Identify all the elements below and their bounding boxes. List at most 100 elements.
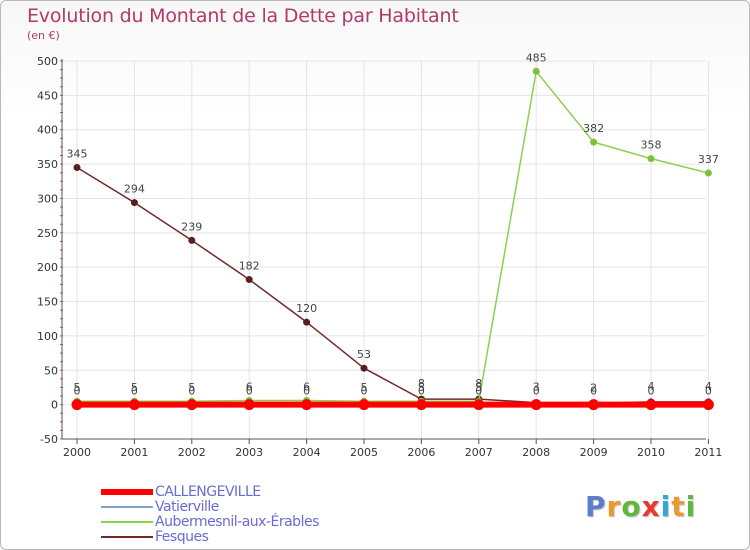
data-point bbox=[303, 318, 311, 326]
y-tick-label: 150 bbox=[37, 296, 58, 309]
data-point bbox=[415, 399, 427, 411]
logo-letter: r bbox=[606, 490, 622, 523]
x-tick-label: 2002 bbox=[178, 446, 206, 459]
proxiti-logo: Proxiti bbox=[585, 490, 696, 523]
data-label: 0 bbox=[246, 385, 253, 398]
data-point bbox=[243, 399, 255, 411]
data-point bbox=[645, 399, 657, 411]
x-tick-label: 2003 bbox=[235, 446, 263, 459]
logo-letter: o bbox=[621, 490, 642, 523]
data-label: 8 bbox=[475, 377, 482, 390]
data-point bbox=[473, 399, 485, 411]
data-label: 120 bbox=[296, 302, 317, 315]
data-label: 6 bbox=[303, 381, 310, 394]
data-label: 294 bbox=[124, 183, 145, 196]
data-point bbox=[704, 169, 712, 177]
data-point bbox=[590, 138, 598, 146]
x-tick-label: 2001 bbox=[120, 446, 148, 459]
data-label: 0 bbox=[361, 385, 368, 398]
y-tick-label: 100 bbox=[37, 330, 58, 343]
logo-letter: P bbox=[585, 490, 607, 523]
y-tick-label: 400 bbox=[37, 124, 58, 137]
x-tick-label: 2008 bbox=[522, 446, 550, 459]
x-tick-label: 2004 bbox=[293, 446, 321, 459]
data-label: 0 bbox=[188, 385, 195, 398]
legend-swatch bbox=[101, 489, 153, 495]
data-label: 8 bbox=[418, 377, 425, 390]
series-line bbox=[77, 70, 709, 402]
y-tick-label: 450 bbox=[37, 89, 58, 102]
data-point bbox=[532, 67, 540, 75]
logo-letter: i bbox=[660, 490, 672, 523]
data-label: 0 bbox=[533, 385, 540, 398]
x-tick-label: 2000 bbox=[63, 446, 91, 459]
series-line bbox=[76, 166, 709, 405]
data-label: 3 bbox=[533, 381, 540, 394]
legend-swatch bbox=[101, 506, 153, 508]
data-label: 0 bbox=[590, 385, 597, 398]
data-point bbox=[73, 164, 81, 172]
data-label: 6 bbox=[246, 381, 253, 394]
legend-label: Vatierville bbox=[155, 499, 219, 515]
data-point bbox=[360, 364, 368, 372]
data-label: 0 bbox=[131, 385, 138, 398]
data-point bbox=[245, 276, 253, 284]
data-label: 0 bbox=[303, 385, 310, 398]
y-tick-label: 0 bbox=[51, 399, 58, 412]
data-point bbox=[647, 155, 655, 163]
x-tick-label: 2009 bbox=[580, 446, 608, 459]
data-point bbox=[358, 399, 370, 411]
data-label: 4 bbox=[648, 380, 655, 393]
x-tick-label: 2010 bbox=[637, 446, 665, 459]
data-label: 5 bbox=[74, 381, 81, 394]
y-tick-label: 250 bbox=[37, 227, 58, 240]
data-label: 5 bbox=[418, 381, 425, 394]
data-label: 5 bbox=[188, 381, 195, 394]
data-label: 5 bbox=[361, 381, 368, 394]
data-label: 4 bbox=[705, 380, 712, 393]
data-point bbox=[588, 399, 600, 411]
logo-letter: t bbox=[671, 490, 686, 523]
y-tick-label: 500 bbox=[37, 55, 58, 68]
x-tick-label: 2007 bbox=[465, 446, 493, 459]
data-point bbox=[188, 236, 196, 244]
chart-title: Evolution du Montant de la Dette par Hab… bbox=[27, 5, 459, 27]
data-point bbox=[130, 199, 138, 207]
logo-letter: x bbox=[641, 490, 661, 523]
data-point bbox=[530, 399, 542, 411]
data-label: 0 bbox=[74, 385, 81, 398]
data-label: 5 bbox=[475, 381, 482, 394]
data-label: 358 bbox=[641, 139, 662, 152]
data-label: 0 bbox=[418, 385, 425, 398]
data-label: 2 bbox=[590, 381, 597, 394]
legend-label: Fesques bbox=[155, 529, 209, 545]
data-point bbox=[186, 399, 198, 411]
legend-swatch bbox=[101, 521, 153, 523]
y-tick-label: 300 bbox=[37, 192, 58, 205]
data-label: 0 bbox=[705, 385, 712, 398]
data-label: 239 bbox=[181, 220, 202, 233]
legend-label: CALLENGEVILLE bbox=[155, 484, 261, 500]
legend-swatch bbox=[101, 536, 153, 538]
data-label: 53 bbox=[357, 348, 371, 361]
y-tick-label: 350 bbox=[37, 158, 58, 171]
data-point bbox=[128, 399, 140, 411]
x-tick-label: 2006 bbox=[407, 446, 435, 459]
data-label: 382 bbox=[583, 122, 604, 135]
data-label: 5 bbox=[131, 381, 138, 394]
y-tick-label: 200 bbox=[37, 261, 58, 274]
data-point bbox=[702, 399, 714, 411]
y-tick-label: -50 bbox=[40, 433, 58, 446]
data-label: 0 bbox=[475, 385, 482, 398]
data-label: 345 bbox=[67, 148, 88, 161]
y-tick-label: 50 bbox=[44, 364, 58, 377]
data-label: 182 bbox=[239, 260, 260, 273]
data-label: 337 bbox=[698, 153, 719, 166]
logo-letter: i bbox=[685, 490, 697, 523]
data-label: 0 bbox=[648, 385, 655, 398]
data-label: 485 bbox=[526, 51, 547, 64]
data-point bbox=[301, 399, 313, 411]
x-tick-label: 2011 bbox=[694, 446, 722, 459]
